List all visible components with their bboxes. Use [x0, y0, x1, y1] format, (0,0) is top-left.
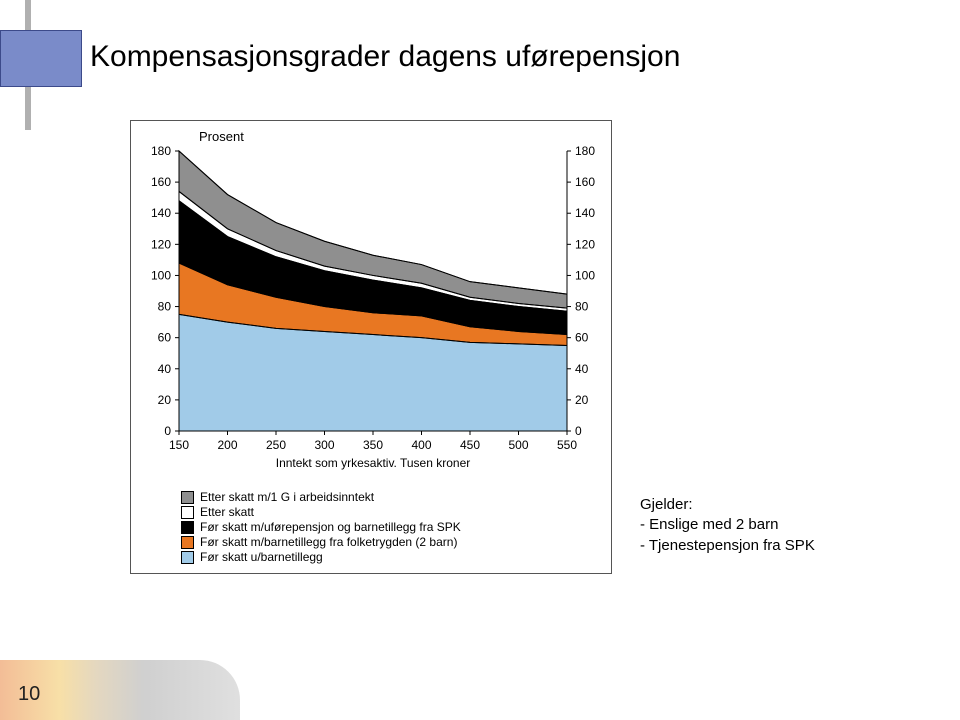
svg-text:60: 60 — [575, 331, 589, 345]
svg-text:150: 150 — [169, 438, 189, 452]
svg-text:180: 180 — [151, 144, 171, 158]
side-note-heading: Gjelder: — [640, 495, 815, 515]
svg-text:200: 200 — [217, 438, 237, 452]
legend-item: Før skatt m/barnetillegg fra folketrygde… — [181, 535, 601, 549]
legend-label: Etter skatt m/1 G i arbeidsinntekt — [200, 490, 374, 504]
svg-text:500: 500 — [508, 438, 528, 452]
svg-text:400: 400 — [411, 438, 431, 452]
page-number: 10 — [18, 683, 40, 706]
svg-text:160: 160 — [575, 175, 595, 189]
svg-text:60: 60 — [158, 331, 172, 345]
svg-text:250: 250 — [266, 438, 286, 452]
svg-text:140: 140 — [151, 206, 171, 220]
svg-text:40: 40 — [575, 362, 589, 376]
svg-text:120: 120 — [575, 237, 595, 251]
legend-label: Etter skatt — [200, 505, 254, 519]
legend-label: Før skatt u/barnetillegg — [200, 550, 323, 564]
svg-text:450: 450 — [460, 438, 480, 452]
svg-text:40: 40 — [158, 362, 172, 376]
legend-label: Før skatt m/barnetillegg fra folketrygde… — [200, 535, 457, 549]
chart-container: 0 0 20 20 40 40 60 60 80 80 100 100 120 120 140 140 160 1… — [130, 120, 612, 574]
svg-text:80: 80 — [575, 300, 589, 314]
svg-text:100: 100 — [575, 268, 595, 282]
legend-item: Etter skatt m/1 G i arbeidsinntekt — [181, 490, 601, 504]
area-chart-svg: 0 0 20 20 40 40 60 60 80 80 100 100 120 120 140 140 160 1… — [131, 121, 611, 481]
legend-swatch — [181, 521, 194, 534]
legend-swatch — [181, 551, 194, 564]
svg-text:80: 80 — [158, 300, 172, 314]
legend-swatch — [181, 491, 194, 504]
svg-text:Inntekt som yrkesaktiv. Tusen: Inntekt som yrkesaktiv. Tusen kroner — [276, 456, 471, 470]
svg-text:350: 350 — [363, 438, 383, 452]
svg-text:140: 140 — [575, 206, 595, 220]
legend-item: Etter skatt — [181, 505, 601, 519]
svg-text:20: 20 — [575, 393, 589, 407]
legend-swatch — [181, 506, 194, 519]
decorative-corner-block — [0, 30, 82, 87]
legend-item: Før skatt u/barnetillegg — [181, 550, 601, 564]
chart-plot-area: 0 0 20 20 40 40 60 60 80 80 100 100 120 120 140 140 160 1… — [131, 121, 611, 481]
svg-text:120: 120 — [151, 237, 171, 251]
legend-label: Før skatt m/uførepensjon og barnetillegg… — [200, 520, 461, 534]
svg-text:Prosent: Prosent — [199, 129, 244, 144]
svg-text:550: 550 — [557, 438, 577, 452]
svg-text:0: 0 — [575, 424, 582, 438]
chart-legend: Etter skatt m/1 G i arbeidsinntektEtter … — [131, 481, 611, 573]
slide-title: Kompensasjonsgrader dagens uførepensjon — [90, 40, 680, 74]
svg-text:20: 20 — [158, 393, 172, 407]
legend-swatch — [181, 536, 194, 549]
svg-text:160: 160 — [151, 175, 171, 189]
side-note: Gjelder: - Enslige med 2 barn - Tjeneste… — [640, 495, 815, 556]
svg-text:0: 0 — [164, 424, 171, 438]
svg-text:300: 300 — [314, 438, 334, 452]
legend-item: Før skatt m/uførepensjon og barnetillegg… — [181, 520, 601, 534]
svg-text:180: 180 — [575, 144, 595, 158]
svg-text:100: 100 — [151, 268, 171, 282]
side-note-line: - Enslige med 2 barn — [640, 515, 815, 535]
side-note-line: - Tjenestepensjon fra SPK — [640, 536, 815, 556]
